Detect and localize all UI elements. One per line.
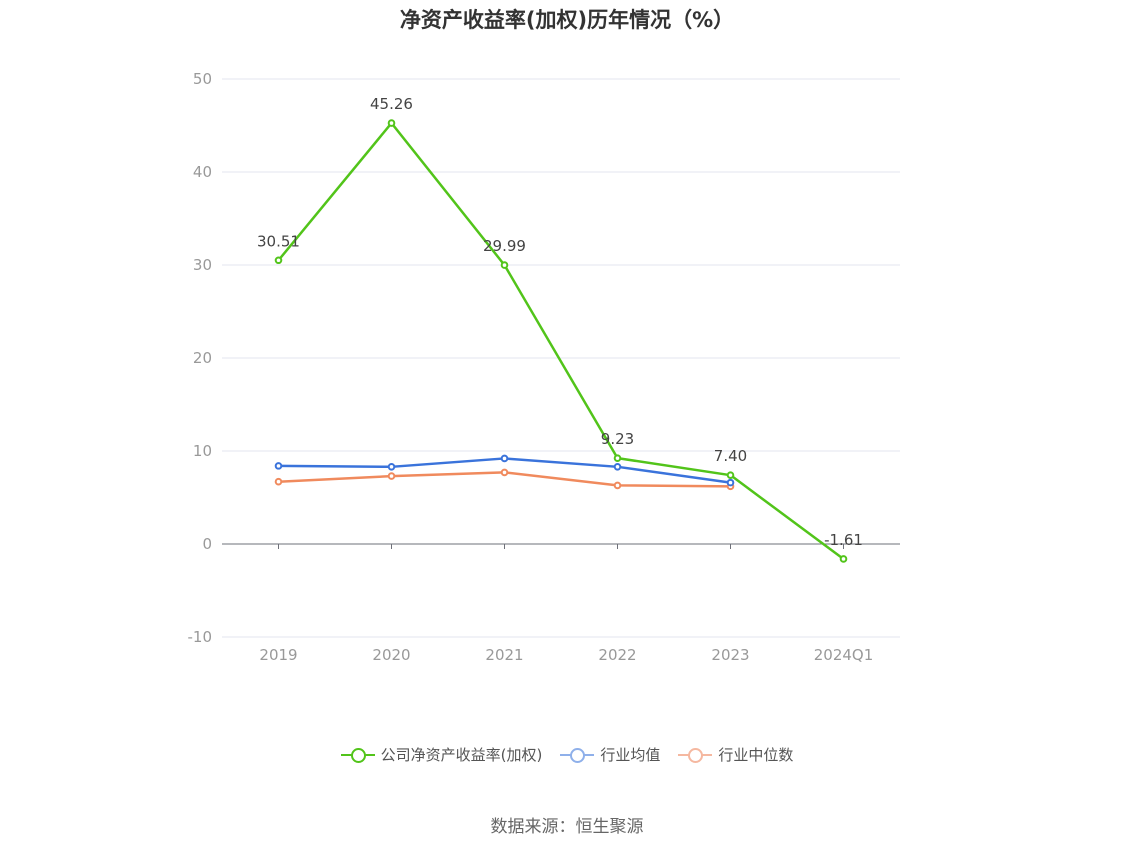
x-tick-label: 2021	[485, 646, 523, 664]
y-tick-label: 50	[193, 70, 212, 88]
data-source: 数据来源：恒生聚源	[490, 817, 644, 837]
y-tick-label: 0	[202, 535, 212, 553]
data-point	[387, 119, 396, 127]
legend-line-marker-icon	[678, 747, 713, 763]
x-tick-label: 2023	[711, 646, 749, 664]
data-point	[839, 555, 848, 563]
x-tick-label: 2022	[598, 646, 636, 664]
data-point	[387, 463, 396, 471]
data-label: 7.40	[714, 447, 747, 465]
data-point	[613, 463, 622, 471]
data-label: 30.51	[257, 232, 300, 250]
legend: 公司净资产收益率(加权) 行业均值 行业中位数	[0, 744, 1134, 765]
data-label: -1.61	[824, 531, 863, 549]
legend-item-industry-median[interactable]: 行业中位数	[678, 744, 793, 765]
y-tick-label: -10	[188, 628, 213, 646]
data-label: 29.99	[483, 237, 526, 255]
data-point	[274, 462, 283, 470]
y-tick-label: 20	[193, 349, 212, 367]
legend-label: 行业均值	[600, 746, 661, 764]
legend-label: 公司净资产收益率(加权)	[380, 746, 543, 764]
legend-item-company-roe[interactable]: 公司净资产收益率(加权)	[340, 744, 543, 765]
x-tick-label: 2020	[372, 646, 410, 664]
y-tick-label: 30	[193, 256, 212, 274]
legend-label: 行业中位数	[718, 746, 794, 764]
data-point	[500, 261, 509, 269]
legend-line-marker-icon	[340, 747, 375, 763]
data-point	[613, 481, 622, 490]
chart-title: 净资产收益率(加权)历年情况（%）	[399, 8, 735, 32]
y-tick-label: 10	[193, 442, 212, 460]
data-point	[613, 454, 622, 462]
data-point	[726, 471, 735, 479]
data-label: 9.23	[601, 430, 634, 448]
y-tick-label: 40	[193, 163, 212, 181]
data-point	[274, 256, 283, 265]
series-line	[277, 121, 845, 560]
data-point	[274, 477, 283, 486]
data-label: 45.26	[370, 95, 413, 113]
legend-line-marker-icon	[560, 747, 595, 763]
data-point	[387, 472, 396, 480]
data-point	[726, 478, 735, 487]
data-point	[500, 468, 509, 477]
x-tick-label: 2019	[259, 646, 297, 664]
legend-item-industry-mean[interactable]: 行业均值	[560, 744, 660, 765]
data-point	[500, 454, 509, 463]
x-tick-label: 2024Q1	[814, 646, 874, 664]
